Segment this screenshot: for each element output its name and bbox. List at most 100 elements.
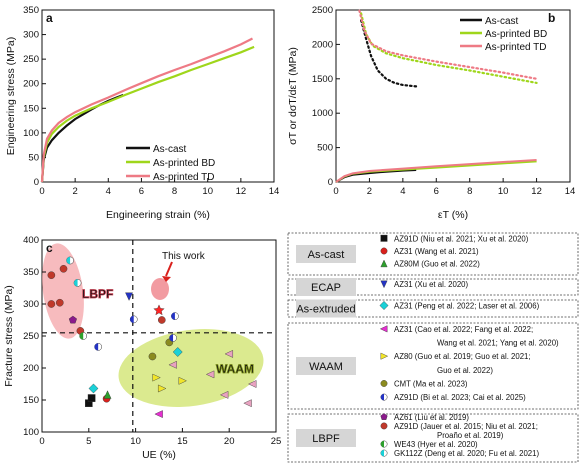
legend-group-as-cast: As-cast AZ91D (Niu et al. 2021; Xu et al.… — [287, 232, 579, 276]
x-tick-label: 15 — [177, 436, 188, 447]
legend-group-lbpf: LBPF AZ61 (Liu et al. 2019)AZ91D (Jauer e… — [287, 413, 579, 463]
panel-c-xlabel: UE (%) — [142, 449, 176, 461]
legend-entry-text: AZ31 (Wang et al. 2021) — [394, 247, 479, 256]
legend-group-label-bg — [296, 357, 356, 375]
y-tick-label: 200 — [23, 363, 39, 374]
y-tick-label: 0 — [328, 177, 333, 188]
legend-group-label: LBPF — [312, 433, 340, 445]
x-tick-label: 4 — [400, 186, 405, 197]
legend-entry-text: AZ31 (Xu et al. 2020) — [394, 280, 469, 289]
data-point-triangle-left — [379, 325, 388, 333]
legend-group-label: WAAM — [309, 361, 343, 373]
x-tick-label: 14 — [565, 186, 576, 197]
legend-entry-text-cont: Wang et al. 2021; Yang et al. 2020) — [437, 339, 559, 348]
legend-entry-text: AZ91D (Jauer et al. 2015; Niu et al. 202… — [394, 422, 538, 431]
x-tick-label: 4 — [106, 186, 111, 197]
this-work-label: This work — [162, 251, 206, 262]
legend-entry-text: AZ31 (Peng et al. 2022; Laser et al. 200… — [394, 302, 540, 311]
data-point-half-circle — [79, 332, 88, 340]
legend-group-box — [287, 413, 579, 463]
data-point-circle — [380, 380, 388, 387]
x-tick-label: 14 — [269, 186, 280, 197]
legend-label: As-printed BD — [485, 29, 547, 40]
panel-b-ylabel: σT or dσT/dεT (MPa) — [287, 47, 299, 145]
waam-region — [118, 329, 264, 407]
y-tick-label: 0 — [34, 177, 39, 188]
x-tick-label: 10 — [130, 436, 141, 447]
data-point-circle — [59, 264, 68, 273]
lbpf-region — [42, 243, 84, 339]
x-tick-label: 8 — [172, 186, 177, 197]
panel-a-chart: a Engineering strain (%) Engineering str… — [5, 5, 279, 221]
legend-entry-text: AZ61 (Liu et al. 2019) — [394, 413, 469, 422]
y-tick-label: 150 — [23, 395, 39, 406]
panel-c-ylabel: Fracture stress (MPa) — [3, 285, 15, 387]
y-tick-label: 250 — [23, 54, 39, 65]
data-point-triangle-left — [154, 410, 163, 418]
y-tick-label: 300 — [23, 299, 39, 310]
panel-b-chart: b εT (%) σT or dσT/dεT (MPa) 0 2 4 6 8 10 12 14… — [287, 5, 575, 221]
data-point-circle — [158, 316, 166, 324]
waam-region-label: WAAM — [216, 362, 254, 376]
data-point-diamond — [379, 301, 389, 310]
panel-c-label: c — [46, 241, 53, 255]
data-point-triangle-left — [248, 380, 257, 388]
data-point-pentagon — [68, 315, 77, 324]
series-line-as-printed-bd — [40, 45, 255, 183]
legend-group-label: As-cast — [308, 249, 345, 261]
y-tick-label: 50 — [28, 152, 39, 163]
panel-a-xlabel: Engineering strain (%) — [106, 209, 210, 221]
y-tick-label: 200 — [23, 79, 39, 90]
panel-a-ylabel: Engineering stress (MPa) — [5, 37, 17, 155]
this-work-arrow — [165, 261, 173, 277]
legend-group-label-bg — [296, 429, 356, 447]
data-point-half-circle — [66, 256, 74, 265]
y-tick-label: 1000 — [312, 108, 333, 119]
legend-group-box — [287, 299, 579, 318]
data-point-triangle-left — [168, 360, 177, 369]
y-tick-label: 100 — [23, 427, 39, 438]
data-point-circle — [148, 352, 157, 361]
y-tick-label: 150 — [23, 103, 39, 114]
y-tick-label: 2500 — [312, 5, 333, 16]
data-point-triangle-up — [380, 259, 388, 268]
panel-c-chart: LBPF WAAM This work c UE (%) Fracture st… — [3, 235, 281, 461]
data-point-triangle-right — [158, 384, 167, 393]
this-work-arrowhead — [162, 276, 171, 282]
x-tick-label: 0 — [39, 186, 44, 197]
lbpf-region-label: LBPF — [82, 287, 113, 301]
data-point-triangle-left — [219, 390, 229, 399]
legend-entry-text: AZ91D (Niu et al. 2021; Xu et al. 2020) — [394, 234, 529, 243]
x-tick-label: 25 — [271, 436, 282, 447]
data-point-triangle-left — [243, 399, 252, 408]
legend-label: As-printed BD — [153, 158, 215, 169]
this-work-highlight — [151, 278, 169, 300]
x-tick-label: 8 — [467, 186, 472, 197]
data-point-half-circle — [171, 312, 179, 321]
legend-group-waam: WAAM AZ31 (Cao et al. 2022; Fang et al. 2… — [287, 322, 579, 410]
this-work-star — [153, 304, 165, 316]
data-point-half-circle — [380, 449, 388, 457]
legend-group-label-bg — [296, 245, 356, 263]
y-tick-label: 1500 — [312, 74, 333, 85]
data-point-half-circle — [129, 315, 138, 324]
legend-table: As-cast AZ91D (Niu et al. 2021; Xu et al.… — [287, 232, 579, 463]
x-tick-label: 10 — [498, 186, 509, 197]
data-point-triangle-right — [152, 373, 161, 382]
data-point-half-circle — [94, 343, 103, 351]
panel-b-xlabel: εT (%) — [438, 209, 468, 221]
legend-group-box — [287, 232, 579, 276]
x-tick-label: 2 — [367, 186, 372, 197]
legend-entry-text-cont: Proaño et al. 2019) — [437, 431, 504, 440]
legend-entry-text: AZ91D (Bi et al. 2023; Cai et al. 2025) — [394, 393, 526, 402]
y-tick-label: 500 — [317, 143, 333, 154]
legend-entry-text: WE43 (Hyer et al. 2020) — [394, 440, 478, 449]
data-point-triangle-left — [224, 350, 234, 358]
hardening-rate-curve — [358, 9, 538, 80]
legend-group-as-extruded: As-extruded AZ31 (Peng et al. 2022; Laser… — [287, 299, 579, 318]
data-point-triangle-down — [380, 280, 388, 289]
y-tick-label: 300 — [23, 30, 39, 41]
y-tick-label: 350 — [23, 267, 39, 278]
data-point-circle — [47, 271, 56, 280]
